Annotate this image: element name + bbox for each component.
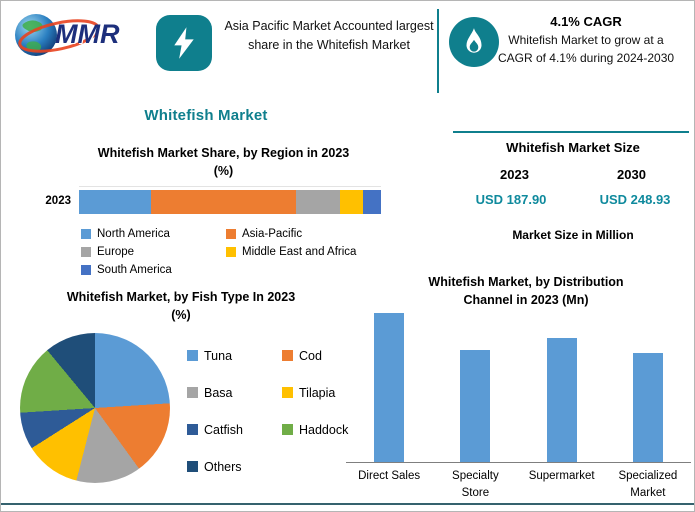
- legend-label: Basa: [204, 385, 233, 400]
- market-size-value-2023: USD 187.90: [475, 192, 547, 207]
- legend-swatch: [282, 387, 293, 398]
- legend-item: Others: [187, 448, 282, 485]
- bar-segment-asia-pacific: [151, 190, 297, 214]
- region-legend: North America Asia-Pacific Europe Middle Ea…: [81, 225, 393, 279]
- bar-axis-label: Specialty Store: [452, 470, 499, 499]
- legend-label: Europe: [97, 246, 135, 258]
- bar-segment-north-america: [79, 190, 152, 214]
- legend-swatch: [187, 387, 198, 398]
- bar-axis-label: Supermarket: [528, 470, 595, 482]
- bar-direct-sales: [374, 313, 405, 462]
- cagr-text: Whitefish Market to grow at a CAGR of 4.…: [497, 33, 675, 65]
- market-size-note: Market Size in Million: [512, 228, 634, 242]
- logo-text: MMR: [55, 19, 120, 49]
- market-size-title: Whitefish Market Size: [506, 140, 640, 155]
- market-size-value-2030: USD 248.93: [599, 192, 671, 207]
- cagr-card: [449, 17, 499, 67]
- legend-label: Tuna: [204, 348, 233, 363]
- legend-item: Middle East and Africa: [226, 243, 393, 261]
- legend-item: Haddock: [282, 411, 377, 448]
- legend-swatch: [187, 350, 198, 361]
- market-size-year-2030: 2030: [617, 167, 646, 182]
- cagr-block: 4.1% CAGR Whitefish Market to grow at a …: [496, 14, 676, 67]
- bar-axis-label: Direct Sales: [358, 470, 421, 482]
- bottom-rule: [1, 503, 694, 505]
- region-gridline: [79, 186, 381, 187]
- bar-segment-middle-east-and-africa: [340, 190, 363, 214]
- pie-chart-title: Whitefish Market, by Fish Type In 2023 (…: [26, 288, 336, 324]
- pie-chart-unit-label: (%): [171, 308, 191, 323]
- mmr-logo: MMR: [9, 7, 151, 65]
- legend-label: Catfish: [204, 422, 243, 437]
- region-axis-label: 2023: [45, 195, 71, 207]
- bar-specialized-market: [632, 353, 663, 462]
- legend-item: Catfish: [187, 411, 282, 448]
- page-title: Whitefish Market: [144, 107, 268, 124]
- lightning-icon: [174, 27, 194, 59]
- legend-label: Asia-Pacific: [242, 228, 303, 240]
- legend-label: Cod: [299, 348, 322, 363]
- legend-swatch: [187, 461, 198, 472]
- legend-item: Europe: [81, 243, 226, 261]
- bar-cell: [432, 301, 518, 462]
- distribution-chart-title: Whitefish Market, by Distribution Channe…: [428, 275, 624, 308]
- legend-item: North America: [81, 225, 226, 243]
- bar-segment-europe: [296, 190, 341, 214]
- cagr-title: 4.1% CAGR: [550, 14, 622, 29]
- market-size-years: 2023 2030: [456, 167, 690, 182]
- distribution-axis-labels: Direct Sales Specialty Store Supermarket Sp…: [346, 465, 691, 501]
- legend-swatch: [81, 247, 91, 257]
- pie-chart-title-text: Whitefish Market, by Fish Type In 2023: [66, 290, 296, 304]
- legend-label: Others: [204, 459, 242, 474]
- legend-swatch: [226, 247, 236, 257]
- market-size-year-2023: 2023: [500, 167, 529, 182]
- legend-item: South America: [81, 261, 226, 279]
- legend-label: South America: [97, 264, 172, 276]
- market-size-values: USD 187.90 USD 248.93: [449, 192, 694, 207]
- legend-item: Tuna: [187, 337, 282, 374]
- bar-specialty-store: [460, 350, 491, 462]
- region-chart-title-text: Whitefish Market Share, by Region in 202…: [97, 146, 350, 160]
- globe-icon: [15, 14, 100, 56]
- bar-axis-label: Specialized Market: [618, 470, 678, 499]
- legend-item: Cod: [282, 337, 377, 374]
- region-chart-unit-label: (%): [213, 164, 234, 179]
- distribution-plot: [346, 301, 691, 463]
- legend-label: Middle East and Africa: [242, 246, 357, 258]
- legend-label: Tilapia: [299, 385, 336, 400]
- legend-swatch: [226, 229, 236, 239]
- fish-type-pie: [20, 333, 170, 483]
- header-highlight-text: Asia Pacific Market Accounted largest sh…: [224, 19, 434, 52]
- legend-label: North America: [97, 228, 170, 240]
- legend-item: Asia-Pacific: [226, 225, 393, 243]
- bar-cell: [605, 301, 691, 462]
- legend-swatch: [81, 265, 91, 275]
- flame-icon: [466, 28, 482, 53]
- legend-swatch: [282, 350, 293, 361]
- header-divider: [437, 9, 439, 93]
- legend-swatch: [282, 424, 293, 435]
- bar-cell: [346, 301, 432, 462]
- legend-label: Haddock: [299, 422, 349, 437]
- legend-item: Basa: [187, 374, 282, 411]
- legend-swatch: [81, 229, 91, 239]
- region-chart-title: Whitefish Market Share, by Region in 202…: [56, 144, 391, 180]
- pie-legend: Tuna Cod Basa Tilapia Catfish Haddock Others: [187, 337, 377, 485]
- legend-item: Tilapia: [282, 374, 377, 411]
- market-size-divider: [453, 131, 689, 133]
- bar-cell: [519, 301, 605, 462]
- region-stacked-bar: [79, 190, 381, 214]
- lightning-card: [156, 15, 212, 71]
- bar-supermarket: [546, 338, 577, 462]
- legend-swatch: [187, 424, 198, 435]
- bar-segment-south-america: [362, 190, 381, 214]
